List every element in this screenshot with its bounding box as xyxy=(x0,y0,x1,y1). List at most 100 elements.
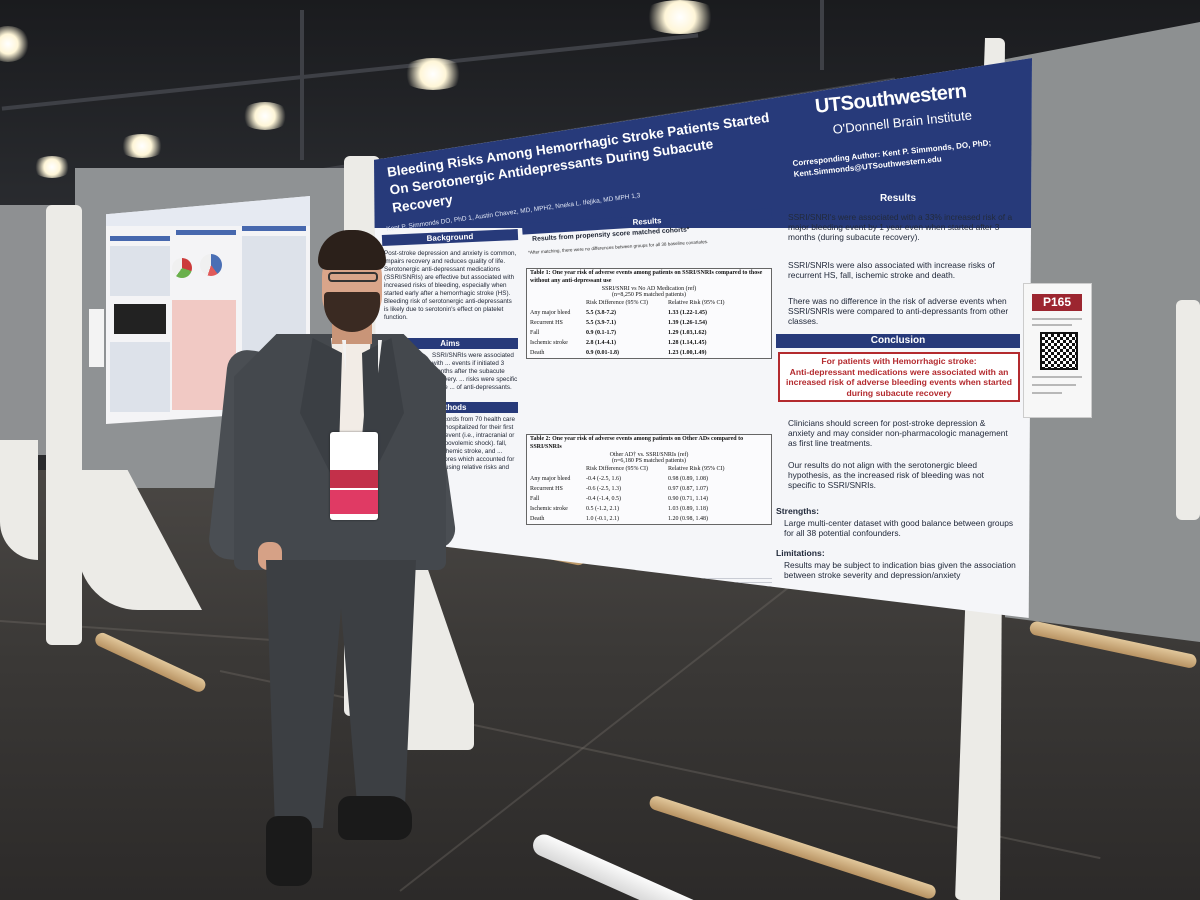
presenter-shoe xyxy=(338,796,412,840)
table-row: Any major bleed -0.4 (-2.5, 1.6) 0.98 (0.8… xyxy=(527,474,771,484)
table-header-cell xyxy=(527,298,586,308)
table-cell-rd: 0.9 (0.1-1.7) xyxy=(586,330,616,336)
table-cell-rd: -0.4 (-2.5, 1.6) xyxy=(586,476,621,482)
table-row: Fall 0.9 (0.1-1.7) 1.29 (1.03,1.62) xyxy=(527,328,771,338)
methods-heading: Methods xyxy=(382,402,518,413)
name-badge xyxy=(330,432,378,520)
poster-stand-leg xyxy=(1176,300,1200,520)
table-1-group: SSRI/SNRI vs No AD Medication (ref) xyxy=(601,286,697,292)
sign-text-line xyxy=(1032,384,1076,386)
table-cell-rr: 1.28 (1.14,1.45) xyxy=(668,340,707,346)
presenter-shoe xyxy=(266,816,312,886)
table-row: Any major bleed 5.5 (3.8-7.2) 1.33 (1.22-1… xyxy=(527,308,771,318)
table-header-cell: Risk Difference (95% CI) xyxy=(586,466,649,472)
table-cell-event: Any major bleed xyxy=(530,476,571,482)
aims-text: SSRI/SNRIs were associated with ... even… xyxy=(432,352,518,391)
table-row: Recurrent HS 5.5 (3.9-7.1) 1.39 (1.26-1.54… xyxy=(527,318,771,328)
ceiling-beam xyxy=(1,33,699,111)
table-2-group: Other AD† vs. SSRI/SNRIs (ref) xyxy=(609,452,689,458)
table-row: Recurrent HS -0.6 (-2.5, 1.3) 0.97 (0.87, … xyxy=(527,484,771,494)
conclusion-heading: Conclusion xyxy=(776,334,1020,348)
table-cell-rd: -0.4 (-1.4, 0.5) xyxy=(586,496,621,502)
table-cell-rr: 1.29 (1.03,1.62) xyxy=(668,330,707,336)
table-cell-rd: 0.9 (0.01-1.8) xyxy=(586,350,619,356)
presenter xyxy=(207,230,458,900)
poster-stand-leg xyxy=(46,205,82,645)
table-cell-event: Fall xyxy=(530,496,540,502)
table-cell-event: Any major bleed xyxy=(530,310,571,316)
table-cell-rr: 0.97 (0.87, 1.07) xyxy=(668,486,708,492)
presenter-glasses xyxy=(328,272,378,282)
table-cell-event: Recurrent HS xyxy=(530,320,563,326)
table-2-caption: Table 2: One year risk of adverse events… xyxy=(530,436,744,450)
table-1-n: (n=8,250 PS matched patients) xyxy=(611,292,687,298)
ceiling-light xyxy=(32,156,72,178)
table-cell-event: Fall xyxy=(530,330,540,336)
table-cell-rd: 0.5 (-1.2, 2.1) xyxy=(586,506,619,512)
results-right-heading: Results xyxy=(776,192,1020,206)
neighboring-poster-qr-sign xyxy=(89,309,104,367)
background-text: Post-stroke depression and anxiety is co… xyxy=(384,250,517,321)
table-row: Death 0.9 (0.01-1.8) 1.23 (1.00,1.49) xyxy=(527,348,771,358)
results-bullet-3: There was no difference in the risk of a… xyxy=(788,296,1009,326)
table-cell-rr: 1.03 (0.89, 1.18) xyxy=(668,506,708,512)
poster-section-bar xyxy=(110,236,170,241)
table-1: Table 1: One year risk of adverse events… xyxy=(526,268,772,359)
sign-text-line xyxy=(1032,392,1062,394)
conclusion-statement: Anti-depressant medications were associa… xyxy=(786,366,1012,398)
table-row: Ischemic stroke 0.5 (-1.2, 2.1) 1.03 (0.89… xyxy=(527,504,771,514)
conclusion-lead: For patients with Hemorrhagic stroke: xyxy=(821,356,977,366)
table-cell-rr: 0.90 (0.71, 1.14) xyxy=(668,496,708,502)
table-cell-event: Recurrent HS xyxy=(530,486,563,492)
table-cell-rr: 1.20 (0.98, 1.48) xyxy=(668,516,708,522)
table-cell-event: Death xyxy=(530,350,545,356)
table-cell-rr: 1.39 (1.26-1.54) xyxy=(668,320,707,326)
poster-stand-leg xyxy=(0,440,38,560)
presenter-hair xyxy=(318,230,386,270)
badge-ribbon xyxy=(330,470,378,488)
methods-text: records from 70 health care ... hospital… xyxy=(438,416,515,471)
table-1-caption: Table 1: One year risk of adverse events… xyxy=(530,270,763,284)
qr-code xyxy=(1040,332,1078,370)
limitations-text: Results may be subject to indication bia… xyxy=(784,560,1016,580)
ceiling-beam xyxy=(300,10,304,160)
table-2-header-row: Risk Difference (95% CI) Relative Risk (… xyxy=(527,464,771,474)
table-2: Table 2: One year risk of adverse events… xyxy=(526,434,772,525)
ceiling-light xyxy=(640,0,720,34)
limitations-heading: Limitations: xyxy=(776,548,825,558)
table-header-cell: Relative Risk (95% CI) xyxy=(668,466,725,472)
table-cell-event: Ischemic stroke xyxy=(530,506,568,512)
brain-scan-image xyxy=(114,304,166,334)
strengths-heading: Strengths: xyxy=(776,506,819,516)
poster-number-sign: P165 xyxy=(1023,283,1092,418)
table-cell-rd: 5.5 (3.9-7.1) xyxy=(586,320,616,326)
table-cell-event: Ischemic stroke xyxy=(530,340,568,346)
table-cell-rr: 0.98 (0.89, 1.08) xyxy=(668,476,708,482)
aims-heading: Aims xyxy=(382,338,518,349)
ceiling-light xyxy=(118,134,166,158)
ceiling-light xyxy=(0,26,30,62)
results-bullet-1: SSRI/SNRI's were associated with a 33% i… xyxy=(788,212,1013,242)
strengths-text: Large multi-center dataset with good bal… xyxy=(784,518,1014,538)
poster-text-block xyxy=(110,342,170,412)
table-2-n: (n=6,180 PS matched patients) xyxy=(611,458,687,464)
pie-chart-graphic xyxy=(172,258,192,278)
ceiling-beam xyxy=(820,0,824,70)
table-cell-rd: 2.8 (1.4-4.1) xyxy=(586,340,616,346)
sign-text-line xyxy=(1032,318,1082,320)
ceiling-light xyxy=(400,58,466,90)
poster-section-bar xyxy=(242,226,306,231)
table-cell-rd: -0.6 (-2.5, 1.3) xyxy=(586,486,621,492)
pie-chart-graphic xyxy=(200,254,222,276)
table-cell-event: Death xyxy=(530,516,545,522)
research-poster: Bleeding Risks Among Hemorrhagic Stroke … xyxy=(374,58,1032,618)
table-cell-rd: 5.5 (3.8-7.2) xyxy=(586,310,616,316)
table-header-cell: Risk Difference (95% CI) xyxy=(586,300,649,306)
table-1-header-row: Risk Difference (95% CI) Relative Risk (… xyxy=(527,298,771,308)
table-row: Death 1.0 (-0.1, 2.1) 1.20 (0.98, 1.48) xyxy=(527,514,771,524)
poster-number: P165 xyxy=(1032,294,1082,311)
table-row: Fall -0.4 (-1.4, 0.5) 0.90 (0.71, 1.14) xyxy=(527,494,771,504)
poster-section-bar xyxy=(176,230,236,235)
results-bullet-2: SSRI/SNRIs were also associated with inc… xyxy=(788,260,995,280)
